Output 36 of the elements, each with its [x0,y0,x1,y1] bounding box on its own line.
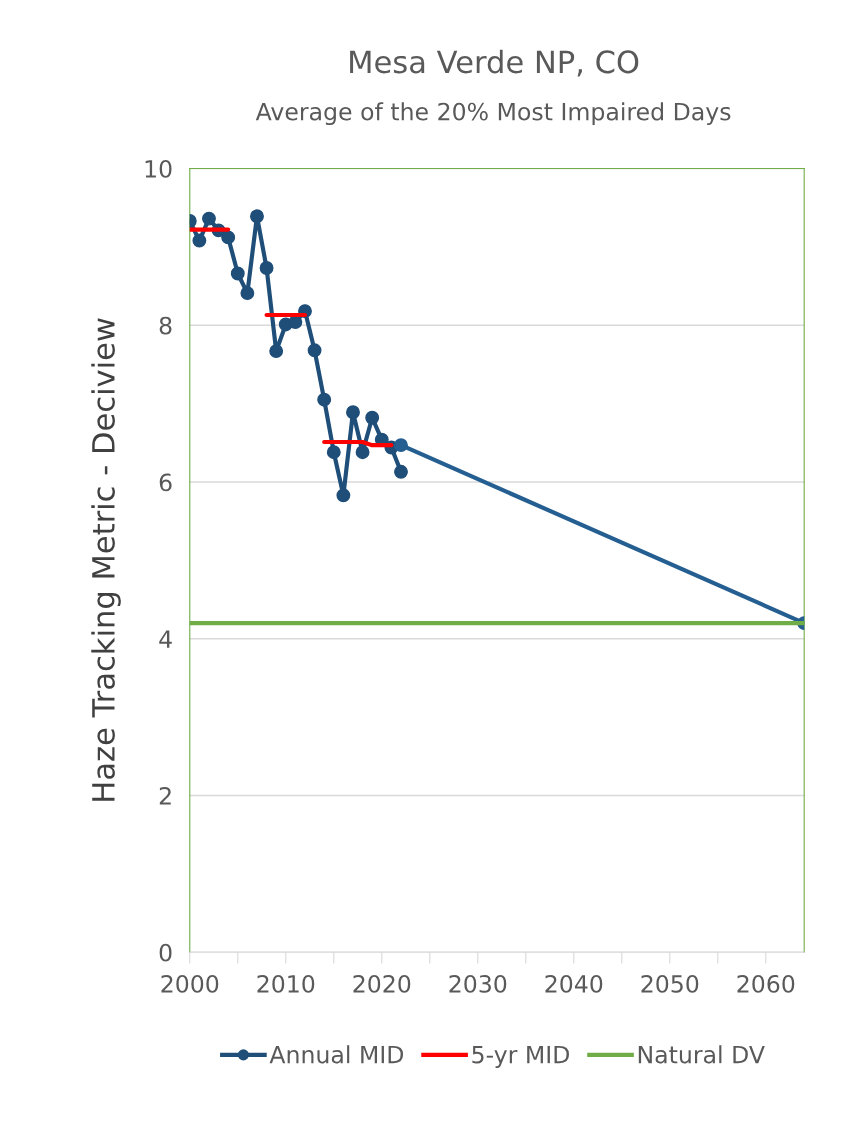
point [365,410,380,425]
point [230,266,245,281]
point [259,261,274,275]
point [336,488,351,503]
y-tick-label: 10 [145,159,172,178]
chart-title: Mesa Verde NP, CO [350,49,639,77]
point [307,343,322,358]
chart-subtitle: Average of the 20% Most Impaired Days [255,102,731,126]
x-tick-label: 2050 [641,974,699,993]
point [250,209,264,224]
point [346,405,360,420]
x-tick-label: 2020 [353,974,411,993]
legend-label: 5-yr MID [472,1045,569,1069]
y-tick-label: 4 [159,630,172,648]
legend-label: Annual MID [269,1045,404,1064]
y-tick-label: 2 [159,786,171,805]
point [192,233,207,248]
x-tick-label: 2030 [449,974,507,993]
y-tick-label: 0 [159,943,172,962]
point [240,286,255,301]
point [269,344,284,359]
point [355,445,370,460]
point [202,211,216,226]
x-tick-label: 2000 [161,974,219,993]
point [317,392,332,407]
legend-label: Natural DV [638,1045,765,1064]
y-tick-label: 6 [159,473,172,492]
point [288,315,303,330]
x-tick-label: 2060 [737,974,795,993]
y-tick-label: 8 [159,316,172,335]
point [221,230,236,245]
point [326,445,341,460]
point [394,464,408,479]
y-axis-title: Haze Tracking Metric - Deciview [91,318,121,801]
x-tick-label: 2040 [545,974,603,993]
x-tick-label: 2010 [257,974,315,993]
